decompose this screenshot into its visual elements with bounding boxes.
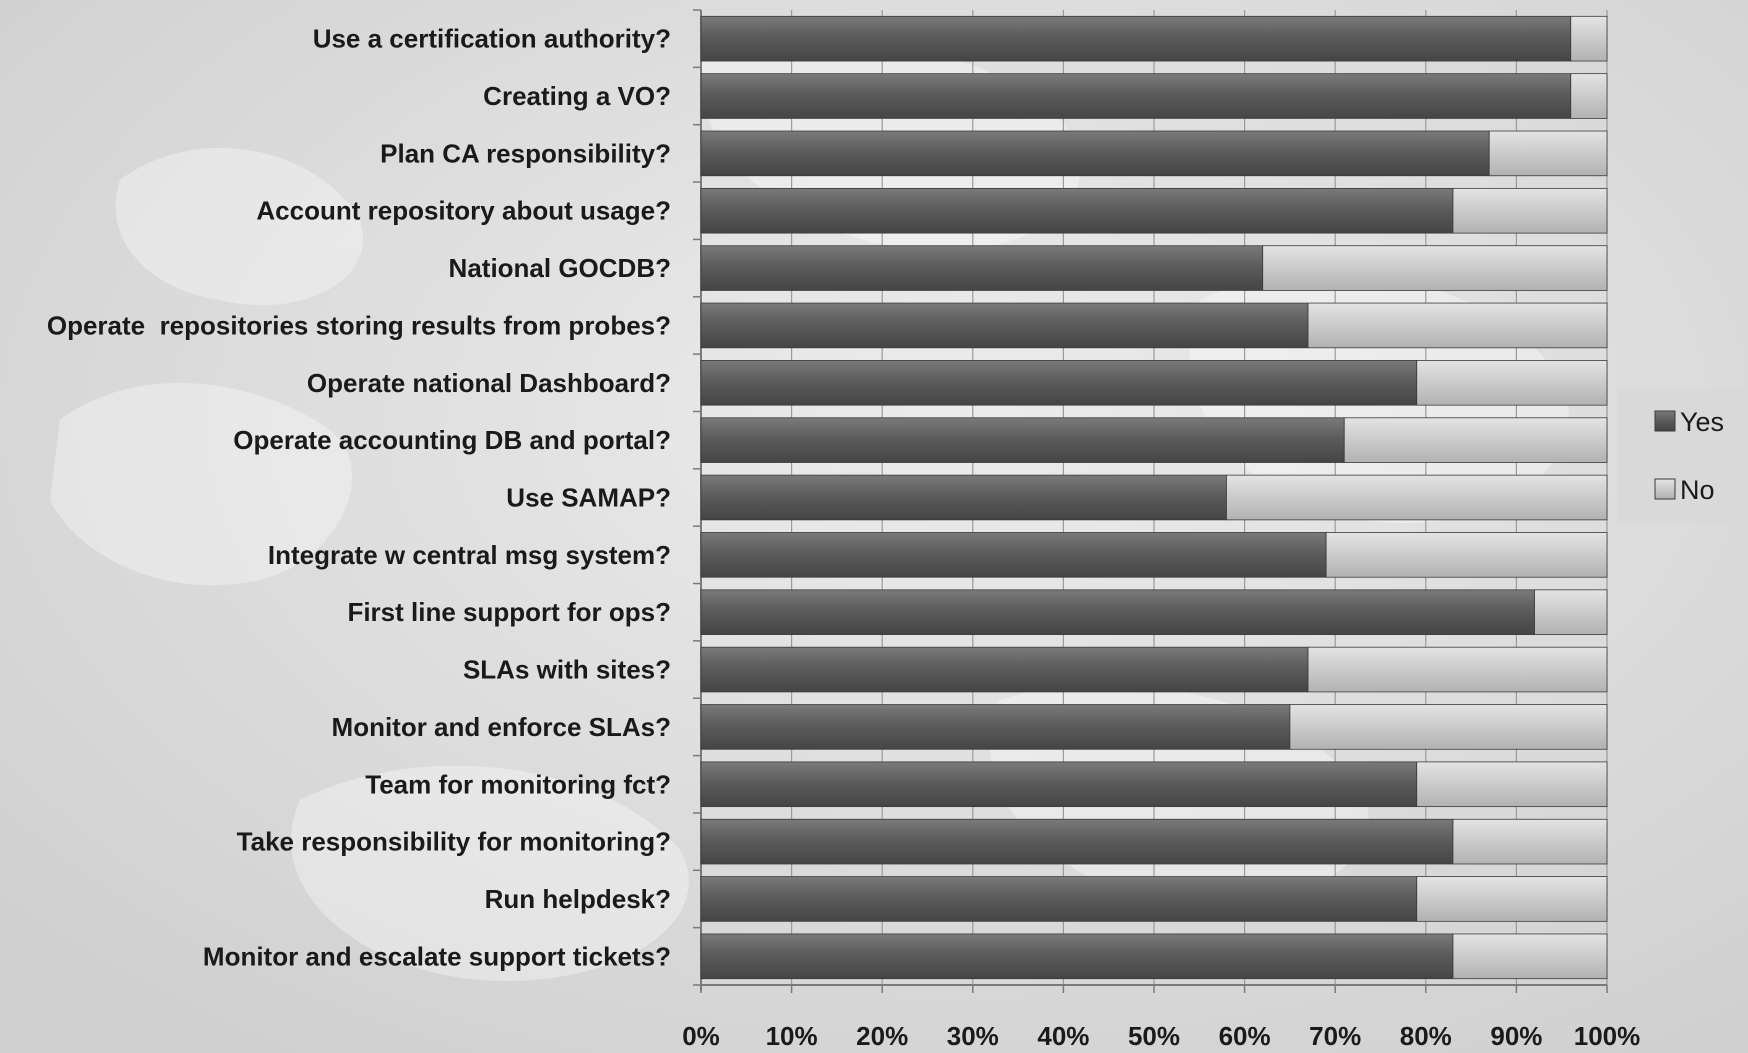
legend-swatch-yes — [1654, 410, 1676, 432]
category-label: Use a certification authority? — [313, 24, 671, 54]
bar-yes — [700, 646, 1309, 693]
category-label: Creating a VO? — [483, 81, 671, 111]
bar-yes — [700, 245, 1264, 291]
x-tick-label: 10% — [766, 1021, 818, 1051]
bar-no — [1289, 704, 1608, 750]
x-tick-label: 80% — [1400, 1021, 1452, 1051]
category-label: Use SAMAP? — [506, 483, 671, 513]
category-label: Run helpdesk? — [485, 884, 671, 914]
bar-yes — [700, 360, 1418, 406]
bar-yes — [700, 818, 1454, 865]
bar-no — [1307, 646, 1608, 693]
bar-yes — [700, 532, 1327, 578]
bar-yes — [700, 417, 1345, 463]
x-tick-label: 0% — [682, 1021, 720, 1051]
x-tick-label: 40% — [1037, 1021, 1089, 1051]
category-label: Account repository about usage? — [256, 196, 671, 226]
bar-yes — [700, 15, 1572, 62]
bar-no — [1452, 818, 1608, 865]
category-label: SLAs with sites? — [463, 655, 671, 685]
category-label: Monitor and escalate support tickets? — [203, 941, 671, 971]
bar-no — [1416, 761, 1608, 808]
bar-no — [1226, 474, 1608, 521]
x-tick-label: 50% — [1128, 1021, 1180, 1051]
x-tick-label: 70% — [1309, 1021, 1361, 1051]
category-label: Operate repositories storing results fro… — [47, 310, 671, 340]
bar-no — [1570, 15, 1608, 62]
bar-no — [1343, 417, 1608, 463]
x-tick-label: 30% — [947, 1021, 999, 1051]
bar-no — [1570, 73, 1608, 119]
legend: Yes No — [1617, 388, 1748, 524]
bar-no — [1262, 245, 1608, 291]
bar-no — [1452, 933, 1608, 980]
bar-yes — [700, 589, 1535, 635]
category-label: Operate accounting DB and portal? — [233, 425, 671, 455]
legend-label-no: No — [1680, 475, 1715, 505]
category-label: Team for monitoring fct? — [365, 769, 671, 799]
legend-swatch-no — [1654, 478, 1676, 500]
bar-no — [1325, 532, 1608, 578]
bar-no — [1488, 130, 1608, 177]
legend-box — [1617, 388, 1748, 524]
bar-no — [1307, 302, 1608, 349]
bars — [700, 15, 1608, 980]
x-tick-label: 60% — [1219, 1021, 1271, 1051]
bar-yes — [700, 73, 1572, 119]
bar-no — [1452, 187, 1608, 234]
category-label: Integrate w central msg system? — [268, 540, 671, 570]
x-tick-label: 20% — [856, 1021, 908, 1051]
bar-yes — [700, 876, 1418, 922]
plot-area: Use a certification authority? Creating a… — [47, 9, 1748, 1051]
category-label: Monitor and enforce SLAs? — [332, 712, 671, 742]
bar-no — [1534, 589, 1608, 635]
category-label: Plan CA responsibility? — [380, 138, 671, 168]
bar-yes — [700, 302, 1309, 349]
bar-no — [1416, 360, 1608, 406]
bar-yes — [700, 474, 1227, 521]
category-label: National GOCDB? — [449, 253, 671, 283]
bar-yes — [700, 761, 1418, 808]
category-label: Take responsibility for monitoring? — [237, 827, 671, 857]
bar-yes — [700, 704, 1291, 750]
bar-yes — [700, 933, 1454, 980]
category-label: Operate national Dashboard? — [307, 368, 671, 398]
legend-label-yes: Yes — [1680, 407, 1724, 437]
category-label: First line support for ops? — [347, 597, 671, 627]
bar-yes — [700, 187, 1454, 234]
x-tick-label: 90% — [1490, 1021, 1542, 1051]
x-tick-label: 100% — [1574, 1021, 1641, 1051]
bar-yes — [700, 130, 1490, 177]
bar-no — [1416, 876, 1608, 922]
